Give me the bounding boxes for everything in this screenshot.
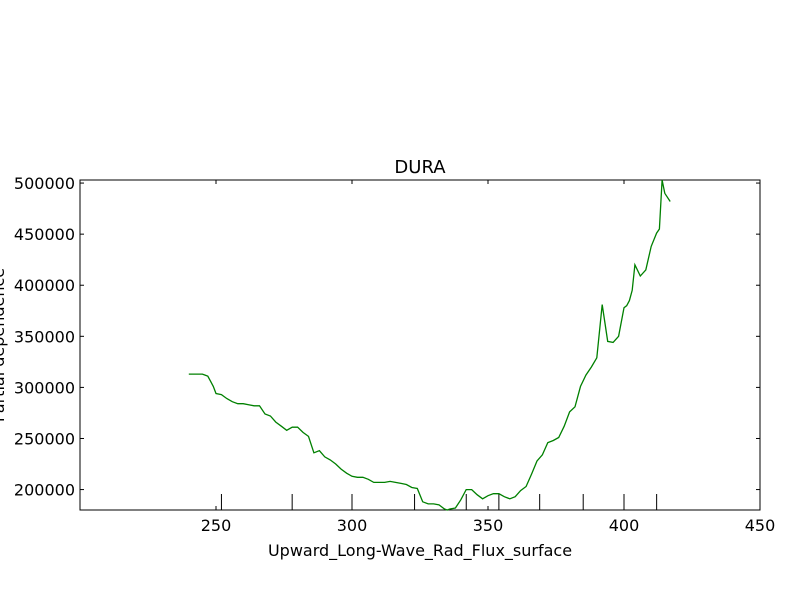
y-tick-label: 300000 xyxy=(14,378,75,397)
y-axis: 200000 250000 300000 350000 400000 450000 5000… xyxy=(14,174,760,500)
x-tick-label: 300 xyxy=(337,516,368,535)
x-tick-label: 350 xyxy=(473,516,504,535)
y-tick-label: 250000 xyxy=(14,429,75,448)
y-tick-label: 400000 xyxy=(14,276,75,295)
y-tick-label: 200000 xyxy=(14,481,75,500)
y-tick-label: 500000 xyxy=(14,174,75,193)
chart-title: DURA xyxy=(394,157,446,178)
x-tick-label: 250 xyxy=(201,516,232,535)
x-axis: 250 300 350 400 450 xyxy=(201,180,776,535)
y-tick-label: 350000 xyxy=(14,327,75,346)
data-line xyxy=(188,179,671,511)
y-tick-label: 450000 xyxy=(14,225,75,244)
y-axis-label: Partial dependence xyxy=(0,268,8,422)
x-axis-label: Upward_Long-Wave_Rad_Flux_surface xyxy=(268,541,572,561)
decile-ticks xyxy=(220,494,658,510)
plot-frame xyxy=(79,179,761,511)
x-tick-label: 400 xyxy=(609,516,640,535)
x-tick-label: 450 xyxy=(745,516,776,535)
